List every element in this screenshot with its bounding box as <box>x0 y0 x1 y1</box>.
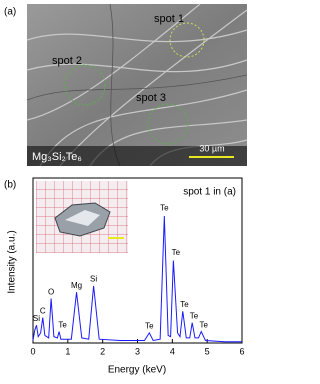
x-tick-label: 5 <box>205 346 210 356</box>
peak-label: Te <box>160 204 169 213</box>
peak-label: O <box>48 287 54 296</box>
peak-label: Te <box>58 320 67 329</box>
peak-label: Si <box>33 314 40 323</box>
spot-label: spot 3 <box>136 92 166 104</box>
peak-label: Te <box>145 322 154 331</box>
spectrum-line <box>32 216 242 343</box>
peak-label: Te <box>190 311 199 320</box>
sem-image <box>26 3 248 167</box>
x-axis-label: Energy (keV) <box>108 365 166 376</box>
scale-bar-label: 30 µm <box>199 143 224 153</box>
peak-label: C <box>40 306 46 315</box>
peak-label: Te <box>172 248 181 257</box>
inset-photo <box>36 181 128 253</box>
peak-label: Mg <box>71 281 82 290</box>
formula: Mg₃Si₂Te₆ <box>32 151 82 163</box>
peak-label: Si <box>90 275 97 284</box>
x-tick-label: 3 <box>135 346 140 356</box>
spot-label: spot 2 <box>52 55 82 67</box>
legend-label: spot 1 in (a) <box>183 187 236 198</box>
x-tick-label: 2 <box>100 346 105 356</box>
panel-label: (b) <box>4 180 16 191</box>
spot-label: spot 1 <box>154 13 184 25</box>
x-tick-label: 1 <box>65 346 70 356</box>
x-tick-label: 6 <box>239 346 244 356</box>
page: (a) spot 1 spot 2 spot 3 Mg₃Si₂Te₆ 30 µm… <box>4 3 248 376</box>
figure: (a) spot 1 spot 2 spot 3 Mg₃Si₂Te₆ 30 µm… <box>4 3 248 376</box>
peak-label: Te <box>180 300 189 309</box>
y-axis-label: Intensity (a.u.) <box>7 230 18 293</box>
x-tick-label: 4 <box>170 346 175 356</box>
peak-label: Te <box>199 320 208 329</box>
panel-label: (a) <box>4 7 16 18</box>
x-tick-label: 0 <box>30 346 35 356</box>
